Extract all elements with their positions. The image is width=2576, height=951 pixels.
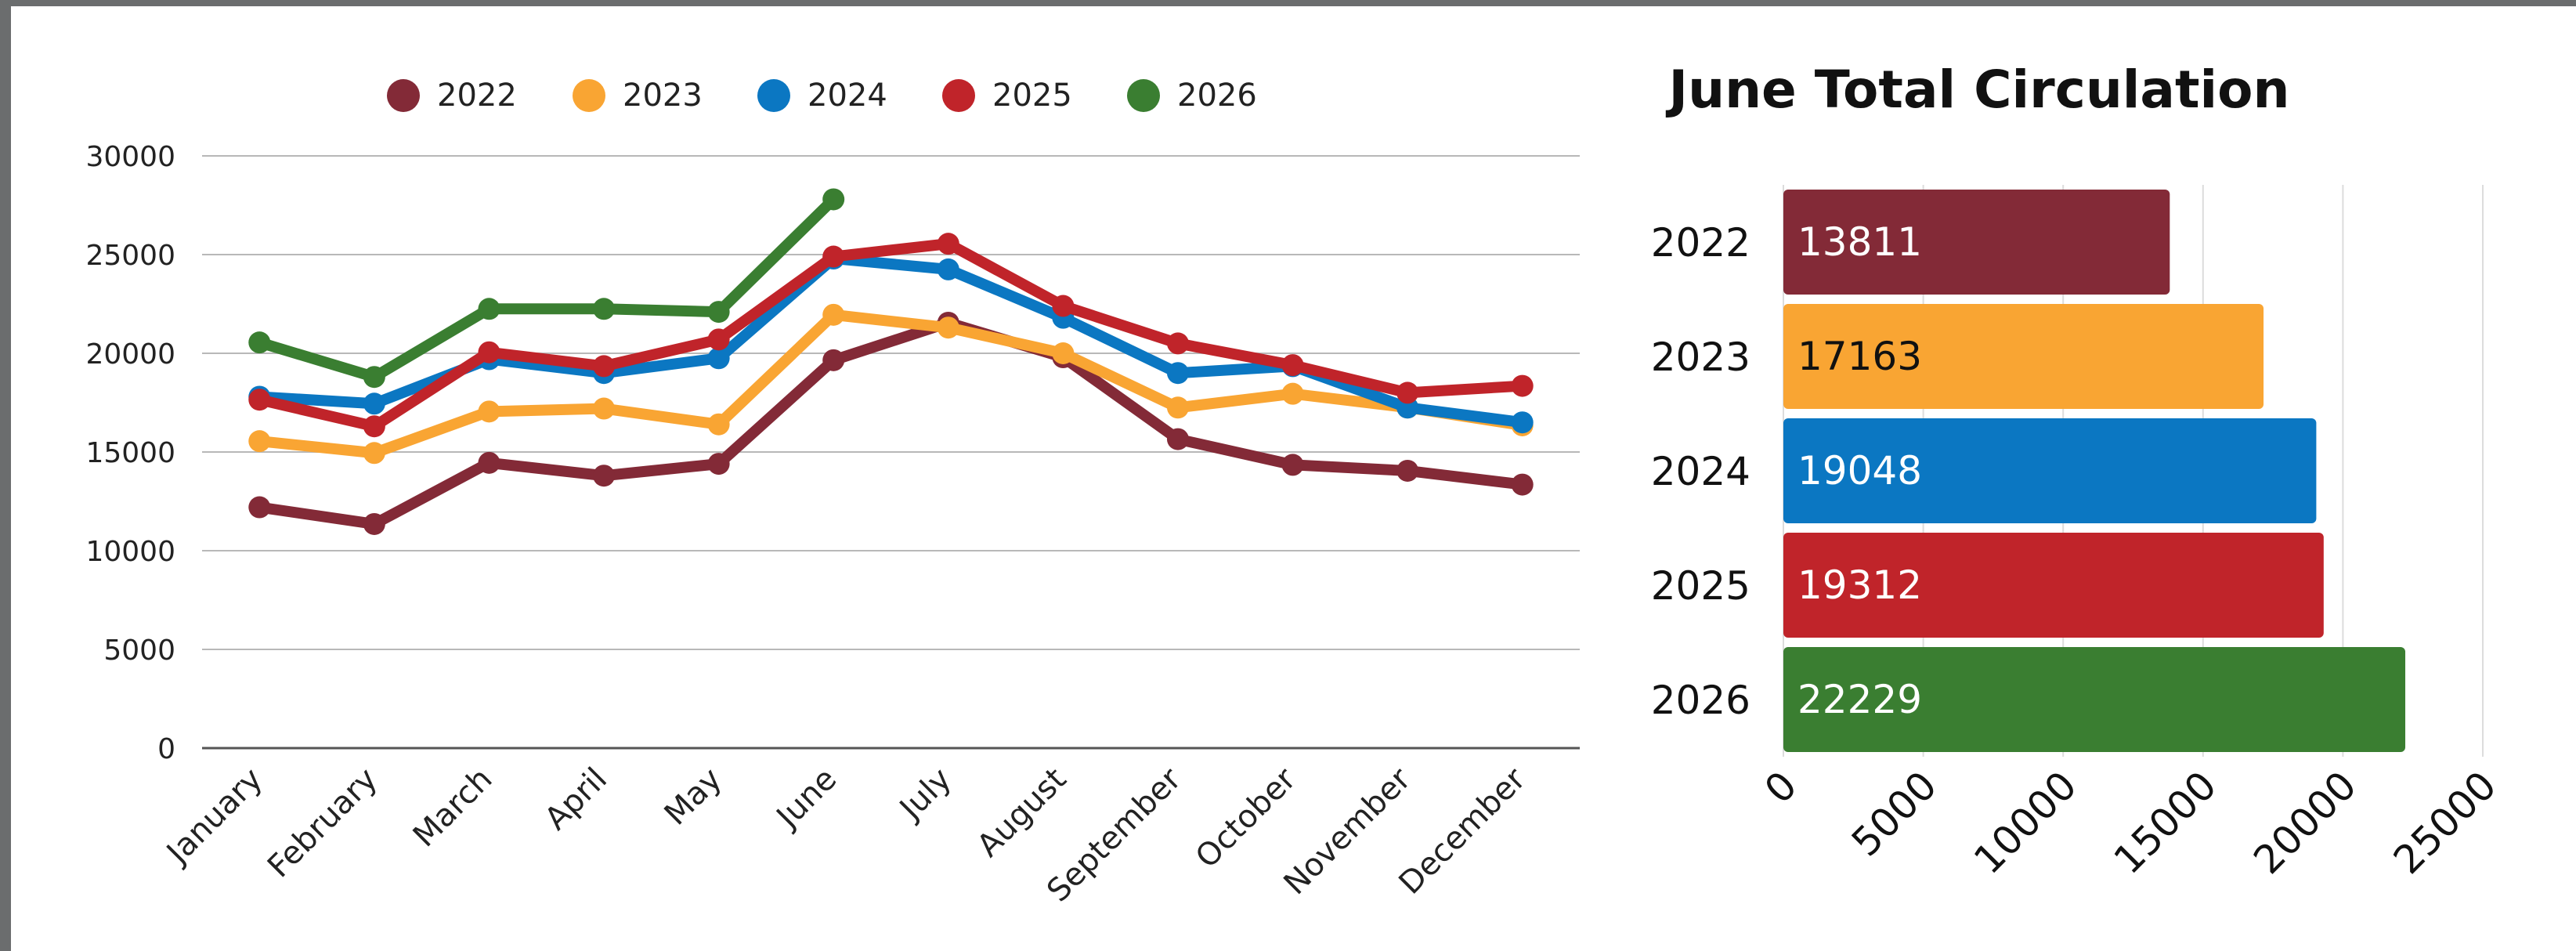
bar-value-label-2026: 22229	[1797, 677, 1922, 722]
point-2023-may	[707, 413, 730, 436]
legend-label-2024: 2024	[807, 78, 887, 114]
point-2023-april	[593, 397, 616, 420]
point-2023-february	[363, 442, 385, 465]
bar-x-tick-label: 20000	[2245, 762, 2365, 882]
legend-label-2025: 2025	[992, 78, 1072, 114]
point-2025-september	[1166, 332, 1189, 355]
bar-x-tick-label: 5000	[1843, 762, 1946, 865]
legend-entry-2026: 2026	[1127, 78, 1257, 114]
point-2023-october	[1281, 382, 1304, 405]
point-2025-january	[248, 389, 271, 411]
point-2025-may	[707, 328, 730, 351]
bar-value-label-2022: 13811	[1797, 219, 1922, 265]
bar-2024	[1783, 418, 2317, 523]
y-tick-label: 5000	[103, 635, 175, 667]
point-2022-march	[478, 451, 500, 474]
bar-category-label-2024: 2024	[1651, 449, 1750, 494]
point-2022-december	[1511, 473, 1534, 496]
y-tick-label: 15000	[85, 437, 175, 469]
legend-entry-2025: 2025	[942, 78, 1072, 114]
legend-entry-2022: 2022	[387, 78, 517, 114]
series-line-2022	[254, 316, 1528, 530]
bar-category-label-2022: 2022	[1651, 220, 1750, 266]
point-2022-april	[593, 465, 616, 487]
point-2025-october	[1281, 354, 1304, 377]
point-2025-november	[1396, 381, 1419, 404]
bar-2022	[1783, 190, 2170, 295]
point-2026-february	[363, 366, 385, 389]
y-tick-label: 10000	[85, 536, 175, 568]
bar-value-label-2023: 17163	[1797, 334, 1922, 379]
point-2022-november	[1396, 459, 1419, 482]
point-2022-january	[248, 496, 271, 519]
legend-entry-2024: 2024	[757, 78, 887, 114]
point-2022-october	[1281, 454, 1304, 476]
y-tick-label: 0	[157, 733, 175, 765]
bar-category-label-2023: 2023	[1651, 334, 1750, 380]
point-2023-march	[478, 400, 500, 423]
legend-swatch-2023	[573, 79, 605, 112]
y-tick-label: 25000	[85, 240, 175, 272]
bar-x-tick-label: 0	[1756, 762, 1806, 812]
series-line-2023	[254, 309, 1528, 459]
y-tick-label: 20000	[85, 338, 175, 371]
point-2026-january	[248, 331, 271, 354]
point-2022-september	[1166, 428, 1189, 450]
series-line-2026	[254, 193, 840, 383]
bar-2026	[1783, 647, 2406, 752]
y-tick-label: 30000	[85, 141, 175, 173]
point-2022-may	[707, 453, 730, 476]
point-2023-june	[822, 303, 845, 326]
point-2026-june	[822, 188, 845, 211]
legend-swatch-2022	[387, 79, 420, 112]
point-2022-june	[822, 349, 845, 371]
legend-label-2026: 2026	[1177, 78, 1257, 114]
legend-swatch-2025	[942, 79, 975, 112]
point-2023-august	[1052, 342, 1075, 364]
point-2025-march	[478, 341, 500, 363]
point-2023-july	[937, 316, 959, 339]
bar-category-label-2025: 2025	[1651, 563, 1750, 609]
bar-2025	[1783, 533, 2324, 638]
bar-x-tick-label: 25000	[2385, 762, 2505, 882]
point-2024-february	[363, 392, 385, 415]
legend-swatch-2026	[1127, 79, 1160, 112]
bar-2023	[1783, 304, 2264, 409]
bar-value-label-2025: 19312	[1797, 562, 1922, 608]
point-2024-may	[707, 347, 730, 370]
point-2025-december	[1511, 374, 1534, 397]
bar-category-label-2026: 2026	[1651, 678, 1750, 723]
legend-label-2023: 2023	[623, 78, 703, 114]
point-2026-april	[593, 298, 616, 320]
point-2025-august	[1052, 295, 1075, 317]
point-2026-march	[478, 298, 500, 320]
bar-value-label-2024: 19048	[1797, 448, 1922, 494]
bar-x-tick-label: 10000	[1965, 762, 2085, 882]
point-2022-february	[363, 512, 385, 535]
point-2024-september	[1166, 362, 1189, 385]
point-2025-april	[593, 355, 616, 378]
legend-entry-2023: 2023	[573, 78, 703, 114]
point-2024-july	[937, 258, 959, 280]
point-2023-january	[248, 430, 271, 453]
point-2025-june	[822, 245, 845, 268]
series-line-2025	[254, 238, 1528, 432]
point-2025-july	[937, 233, 959, 255]
bar-x-tick-label: 15000	[2105, 762, 2225, 882]
point-2026-may	[707, 301, 730, 324]
bar-chart-title: June Total Circulation	[1666, 60, 2290, 120]
legend-swatch-2024	[757, 79, 790, 112]
point-2024-december	[1511, 411, 1534, 434]
line-chart: 050001000015000200002500030000JanuaryFeb…	[85, 78, 1580, 909]
legend-label-2022: 2022	[437, 78, 517, 114]
point-2023-september	[1166, 396, 1189, 419]
point-2025-february	[363, 415, 385, 438]
